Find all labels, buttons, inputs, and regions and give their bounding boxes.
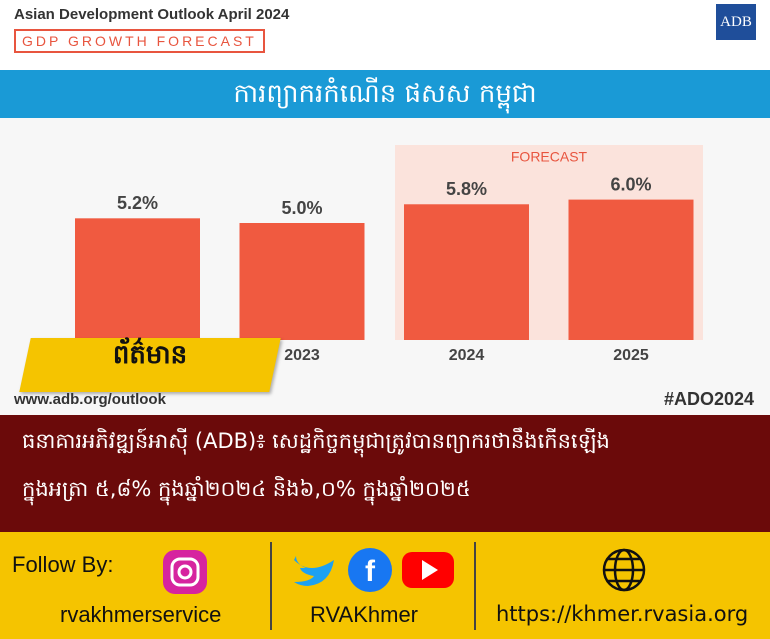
instagram-handle: rvakhmerservice [60,602,222,627]
value-label: 5.2% [117,193,158,213]
bar [404,204,529,340]
website[interactable]: https://khmer.rvasia.org [496,602,749,626]
bar [568,199,694,340]
banner: ការព្យាករកំណើន ផសស កម្ពុជា [0,70,770,118]
bar [75,218,200,340]
badge: ព័ត៌មាន [112,340,188,370]
adb-logo: ADB [716,4,756,40]
divider [270,542,272,630]
value-label: 5.8% [446,179,487,199]
value-label: 6.0% [610,174,651,194]
social-handle: RVAKhmer [310,602,419,627]
globe-icon[interactable] [600,546,648,594]
x-tick-label: 2023 [284,347,320,364]
source-url: www.adb.org/outlook [14,391,166,408]
bar [239,223,365,340]
report-subtitle: GDP GROWTH FORECAST [14,29,265,53]
instagram-icon[interactable] [160,548,210,596]
svg-text:f: f [365,555,376,588]
forecast-label: FORECAST [511,149,588,165]
caption-panel [0,415,770,532]
x-tick-label: 2025 [613,347,649,364]
caption-line: ក្នុងអត្រា ៥,៨% ក្នុងឆ្នាំ២០២៤ និង៦,០% ក… [22,477,471,501]
social-icons[interactable]: f [290,546,460,594]
report-title: Asian Development Outlook April 2024 [14,6,290,23]
divider [474,542,476,630]
caption-line: ធនាគារអភិវឌ្ឍន៍អាស៊ី (ADB)៖ សេដ្ឋកិច្ចកម… [22,429,610,453]
value-label: 5.0% [281,198,322,218]
x-tick-label: 2024 [449,347,485,364]
follow-label: Follow By: [12,552,114,577]
chart: FORECAST 5.2% 5.0% 2023 5.8% 2024 6.0% 2025 [0,118,770,415]
hashtag: #ADO2024 [663,389,754,409]
